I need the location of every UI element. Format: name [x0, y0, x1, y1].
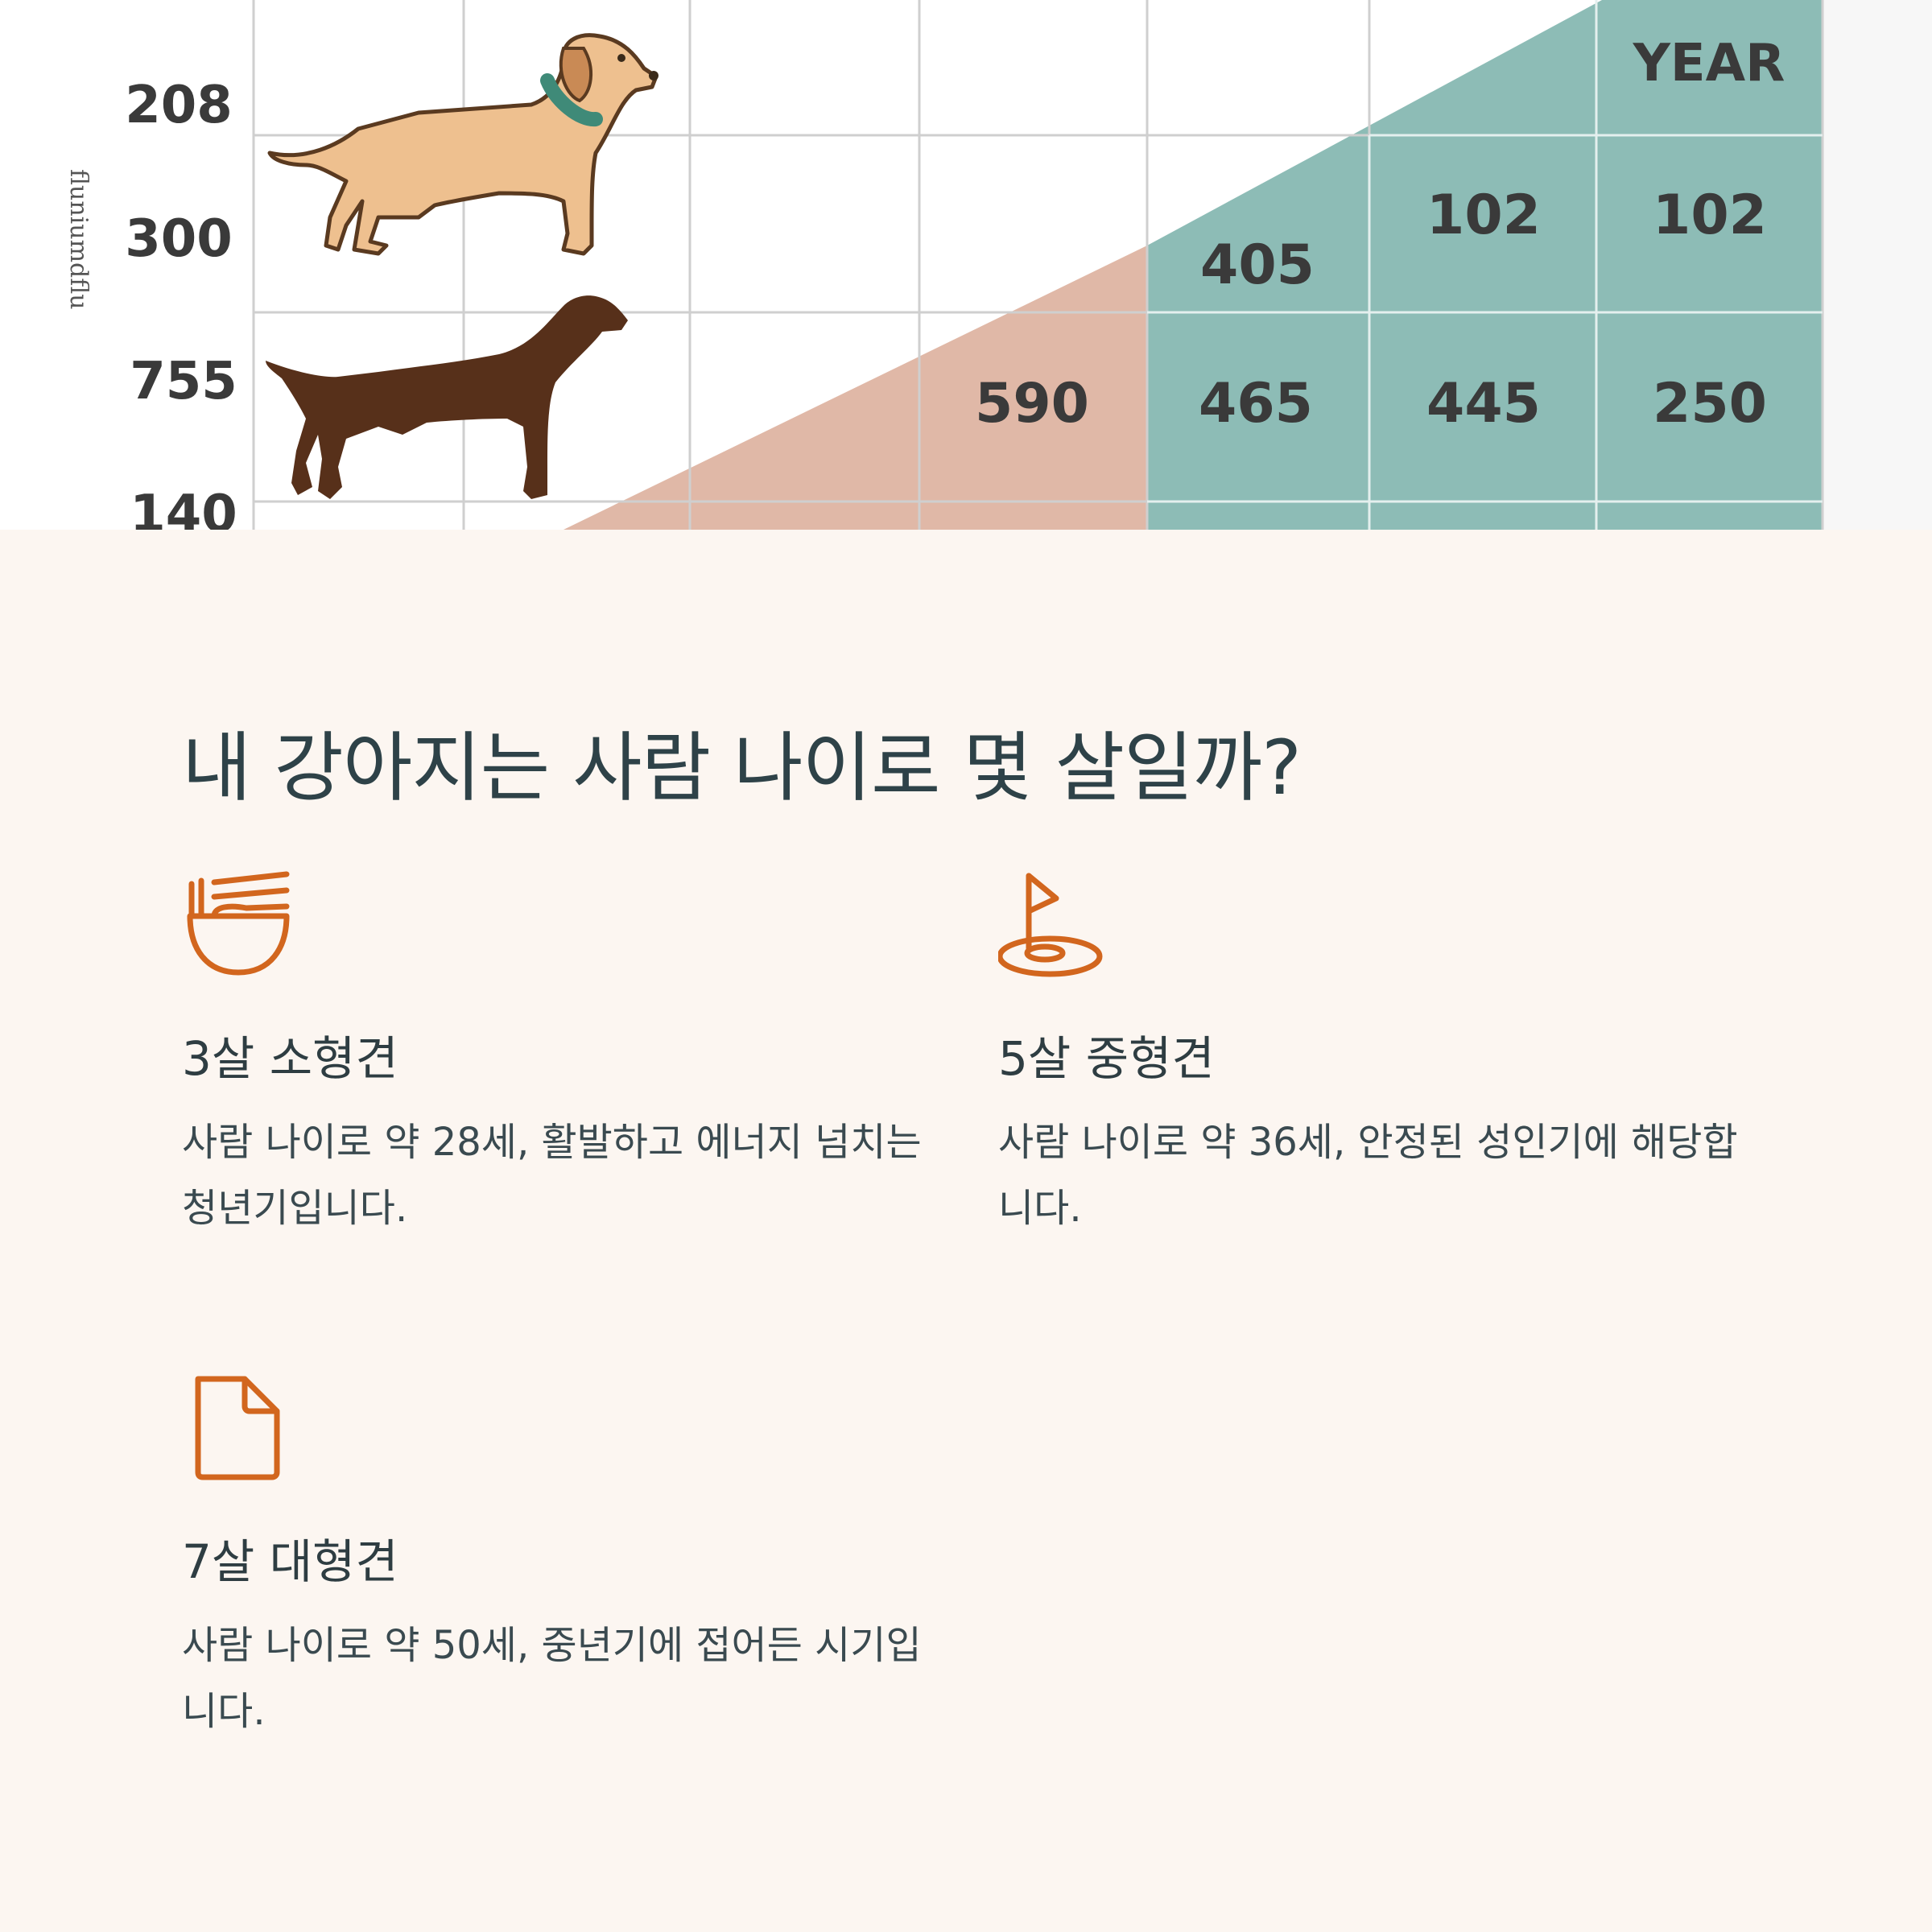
- cell-value: 250: [1653, 372, 1767, 436]
- card-description: 사람 나이로 약 28세, 활발하고 에너지 넘치는 청년기입니다.: [182, 1120, 922, 1231]
- cell-value: 445: [1426, 372, 1541, 436]
- noodle-bowl-icon: [182, 868, 295, 980]
- row-label: 755: [130, 352, 237, 411]
- card-title: 7살 대형견: [182, 1534, 398, 1589]
- teal-area: [1147, 0, 1823, 530]
- tan-dog-illustration: [267, 33, 658, 256]
- content-section: 내 강아지는 사람 나이로 몇 살일까? 3살 소형견 사람 나이로 약 28세…: [0, 530, 1932, 1932]
- row-label: 208: [125, 76, 233, 135]
- hero-image: fluniumdflu 208 300 755 140 YEAR 102 102…: [0, 0, 1932, 530]
- golf-flag-icon: [997, 868, 1111, 980]
- card-description: 사람 나이로 약 36세, 안정된 성인기에 해당합니다.: [998, 1120, 1738, 1231]
- card-title: 3살 소형견: [182, 1031, 398, 1086]
- page-title: 내 강아지는 사람 나이로 몇 살일까?: [182, 724, 1302, 812]
- cell-value: 102: [1426, 184, 1541, 247]
- cell-value: 590: [975, 372, 1089, 436]
- card-title: 5살 중형견: [998, 1031, 1215, 1086]
- cell-value: 405: [1200, 233, 1315, 297]
- axis-label: fluniumdflu: [64, 169, 93, 310]
- document-icon: [182, 1371, 295, 1484]
- row-label: 300: [125, 209, 233, 269]
- cell-value: 102: [1653, 184, 1767, 247]
- brown-dog-illustration: [266, 295, 628, 499]
- dog-age-chart-illustration: fluniumdflu 208 300 755 140 YEAR 102 102…: [64, 0, 1932, 530]
- row-label: 140: [130, 485, 237, 530]
- cell-value: 465: [1199, 372, 1313, 436]
- salmon-area: [564, 246, 1147, 530]
- year-label: YEAR: [1633, 34, 1785, 93]
- card-description: 사람 나이로 약 50세, 중년기에 접어든 시기입니다.: [182, 1623, 922, 1734]
